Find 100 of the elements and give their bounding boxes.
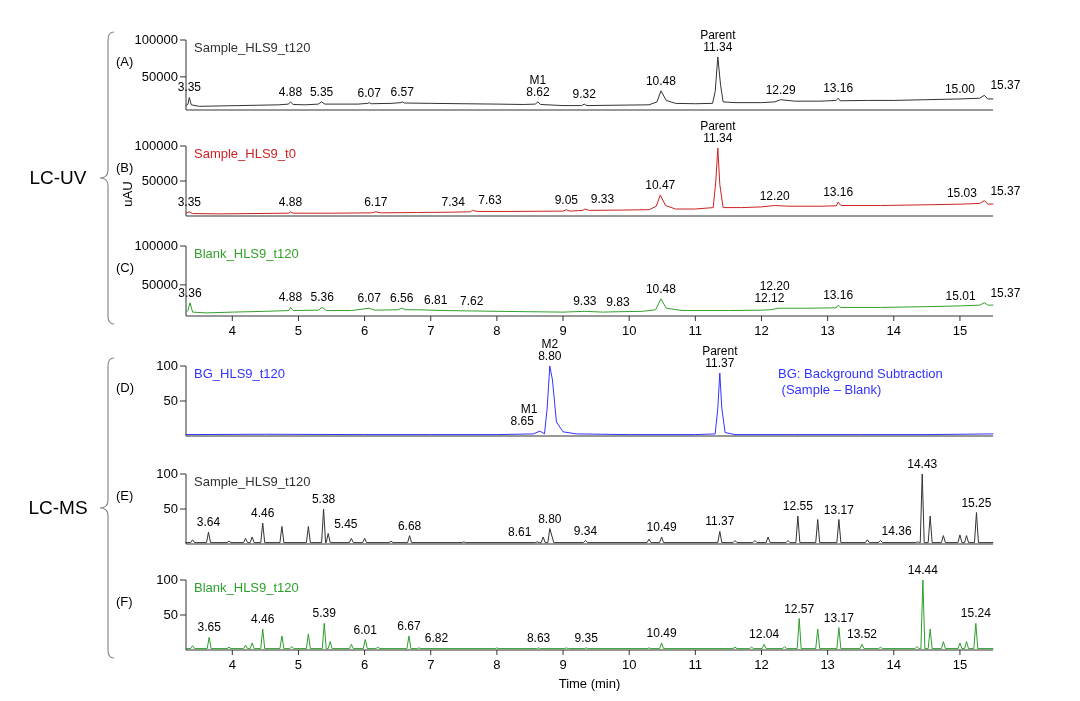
text: Sample_HLS9_t0 <box>194 146 296 161</box>
text: (F) <box>116 594 133 609</box>
x-tick-label: 13 <box>820 657 835 672</box>
x-tick-label: 15 <box>952 323 968 338</box>
y-tick-label: 50000 <box>141 68 178 84</box>
x-axis-title: Time (min) <box>558 676 621 691</box>
line-series <box>185 579 994 650</box>
annotation: 4.46 <box>251 506 275 520</box>
annotation: 12.04 <box>749 627 780 642</box>
annotation: 9.35 <box>574 630 599 645</box>
y-tick-label: 100 <box>156 466 178 481</box>
text: Blank_HLS9_t120 <box>194 246 299 261</box>
y-tick-label: 100 <box>156 572 178 587</box>
line-series <box>185 365 994 436</box>
annotation: 5.35 <box>309 84 334 99</box>
annotation: 9.05 <box>554 192 579 207</box>
annotation: 13.52 <box>847 627 878 642</box>
annotation: 6.82 <box>424 630 449 645</box>
x-tick-label: 13 <box>820 323 835 338</box>
x-tick-label: 14 <box>886 323 902 338</box>
text: (C) <box>116 260 135 275</box>
annotation: M2 <box>541 337 559 351</box>
annotation: 15.25 <box>961 495 992 510</box>
annotation: 8.80 <box>538 511 562 526</box>
annotation: Parent <box>700 119 737 134</box>
series-label: Sample_HLS9_t120 <box>194 474 311 489</box>
x-tick-label: 9 <box>559 323 567 338</box>
annotation: 13.16 <box>823 185 854 199</box>
annotation: 8.63 <box>526 630 551 645</box>
text: Sample_HLS9_t120 <box>194 40 311 55</box>
annotation: 11.37 <box>705 356 735 370</box>
annotation: 15.01 <box>945 288 976 303</box>
annotation: 13.16 <box>823 81 854 96</box>
annotation: 6.07 <box>357 291 382 306</box>
annotation: 15.03 <box>946 186 978 201</box>
annotation: 15.37 <box>990 285 1021 300</box>
annotation: 15.37 <box>990 183 1021 198</box>
x-tick-label: 12 <box>754 657 769 672</box>
annotation: 7.63 <box>478 193 503 208</box>
annotation: 3.36 <box>178 285 202 300</box>
annotation: 5.36 <box>310 290 335 305</box>
annotation: Parent <box>702 344 739 358</box>
text: (A) <box>116 54 134 69</box>
y-tick-label: 100 <box>156 358 178 373</box>
annotation: 4.88 <box>278 290 303 305</box>
text: LC-UV <box>29 167 87 188</box>
annotation: 6.56 <box>389 291 414 306</box>
annotation: 6.01 <box>353 622 378 637</box>
annotation: 5.45 <box>334 516 358 531</box>
annotation: 10.48 <box>645 73 677 88</box>
annotation: 3.64 <box>196 515 221 530</box>
y-tick-label: 50000 <box>141 276 178 292</box>
annotation: 15.00 <box>944 81 976 96</box>
annotation: 6.81 <box>424 292 448 307</box>
annotation: 15.37 <box>990 78 1021 93</box>
y-tick-label: 100000 <box>134 138 178 153</box>
annotation: 5.39 <box>312 606 337 621</box>
x-tick-label: 15 <box>952 657 968 672</box>
annotation: 11.34 <box>703 131 733 146</box>
text: (E) <box>116 488 134 503</box>
annotation: 7.34 <box>441 195 466 210</box>
x-tick-label: 14 <box>886 657 902 672</box>
y-tick-label: 100000 <box>134 238 178 253</box>
text: LC-MS <box>28 497 88 518</box>
annotation: 10.49 <box>646 520 677 534</box>
annotation: 6.57 <box>390 84 415 99</box>
annotation: M1 <box>520 402 538 417</box>
x-tick-label: 7 <box>427 323 435 338</box>
x-tick-label: 5 <box>294 323 303 338</box>
annotation: 12.57 <box>784 601 815 616</box>
annotation: 8.80 <box>538 349 562 363</box>
text: BG_HLS9_t120 <box>194 366 286 381</box>
x-tick-label: 8 <box>493 657 501 672</box>
annotation: 8.65 <box>510 414 535 429</box>
annotation: 8.62 <box>526 84 550 99</box>
annotation: 11.37 <box>705 514 735 529</box>
annotation: 12.55 <box>782 499 814 513</box>
text: (B) <box>116 160 134 175</box>
annotation: 11.34 <box>703 39 733 54</box>
annotation: 5.38 <box>311 492 336 506</box>
x-tick-label: 6 <box>360 323 369 338</box>
text: (D) <box>116 380 135 395</box>
y-tick-label: 100000 <box>134 32 178 47</box>
annotation: 14.43 <box>907 457 938 471</box>
x-tick-label: 10 <box>621 323 637 338</box>
annotation: 4.88 <box>278 194 303 209</box>
annotation: 8.61 <box>507 524 532 539</box>
annotation: 10.49 <box>646 626 677 640</box>
annotation: 6.07 <box>357 85 382 100</box>
annotation: 9.83 <box>606 294 630 309</box>
annotation: 3.65 <box>197 620 222 635</box>
annotation: 12.29 <box>765 82 797 97</box>
annotation: 14.36 <box>881 523 912 538</box>
x-tick-label: 11 <box>688 323 703 338</box>
annotation: 6.67 <box>397 619 421 633</box>
annotation: Parent <box>700 27 737 42</box>
annotation: 9.33 <box>573 294 597 309</box>
annotation: 13.17 <box>823 502 855 517</box>
annotation: 13.16 <box>823 288 854 303</box>
y-tick-label: 50 <box>163 607 178 622</box>
